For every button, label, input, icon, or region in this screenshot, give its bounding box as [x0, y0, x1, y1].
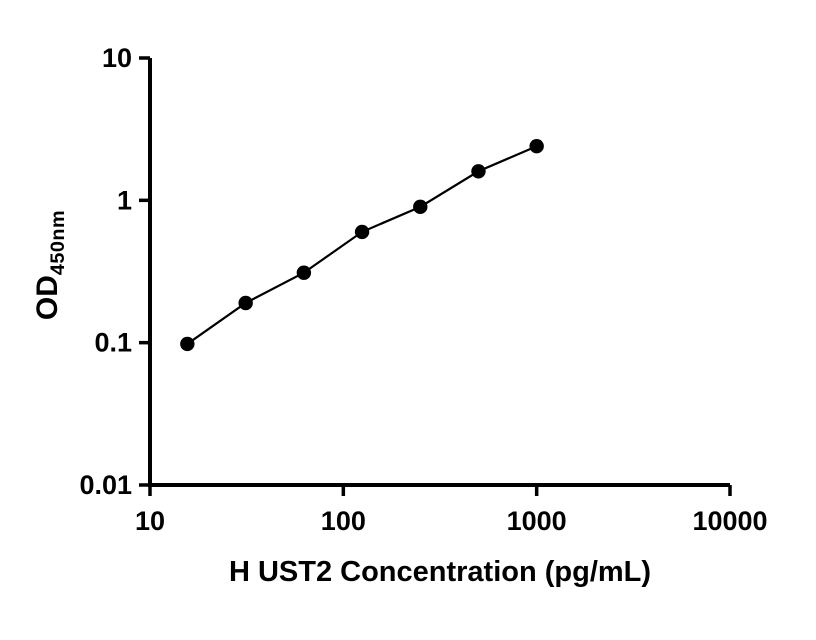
data-point [471, 164, 486, 179]
x-axis-title: H UST2 Concentration (pg/mL) [228, 556, 652, 588]
x-tick-label: 100 [321, 506, 366, 536]
data-point [296, 265, 312, 280]
curve-line [186, 145, 538, 345]
x-tick-label: 10 [135, 506, 165, 536]
y-tick-label: 1 [117, 185, 132, 215]
y-tick-label: 0.1 [94, 328, 132, 358]
y-axis-title-subscript: 450nm [47, 209, 69, 276]
data-point [529, 139, 544, 154]
x-tick-label: 1000 [507, 506, 567, 536]
y-tick-label: 10 [102, 43, 132, 73]
x-tick-label: 10000 [692, 506, 767, 536]
y-tick-label: 0.01 [79, 470, 132, 500]
data-point [180, 336, 195, 352]
data-point [238, 295, 253, 311]
y-axis-title: OD450nm [26, 123, 70, 407]
data-point [354, 224, 370, 240]
axes-spine [148, 58, 730, 487]
y-axis-title-main: OD [31, 275, 64, 321]
data-point [413, 199, 428, 215]
